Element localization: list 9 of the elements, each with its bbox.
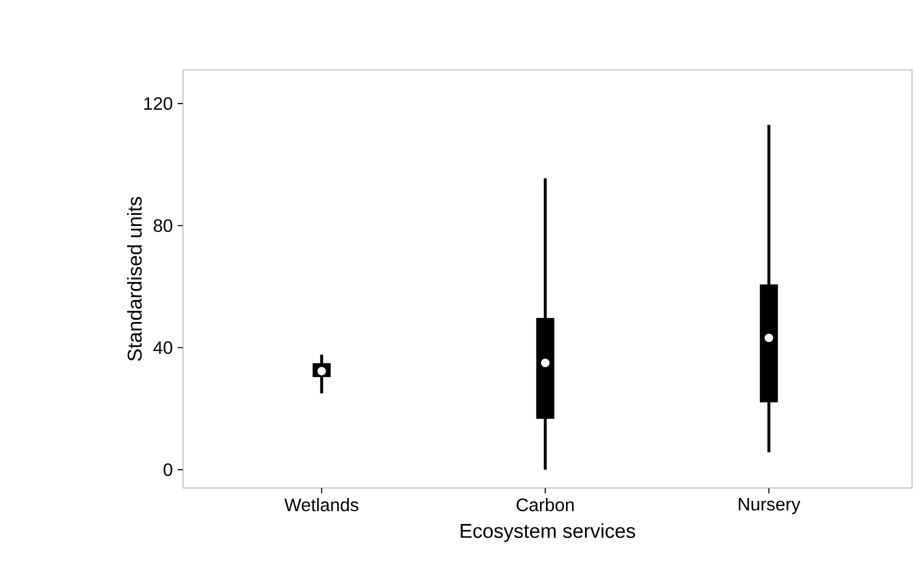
y-axis-title: Standardised units	[127, 196, 142, 361]
y-tick-label: 80	[154, 219, 172, 232]
y-tick-label: 0	[164, 463, 172, 476]
x-tick-label: Wetlands	[284, 498, 358, 512]
y-tick-label: 120	[144, 97, 172, 110]
x-tick-label: Nursery	[738, 498, 800, 514]
y-tick-label: 40	[153, 341, 172, 354]
x-axis-title: Ecosystem services	[460, 523, 636, 542]
x-tick-label: Carbon	[516, 498, 574, 512]
